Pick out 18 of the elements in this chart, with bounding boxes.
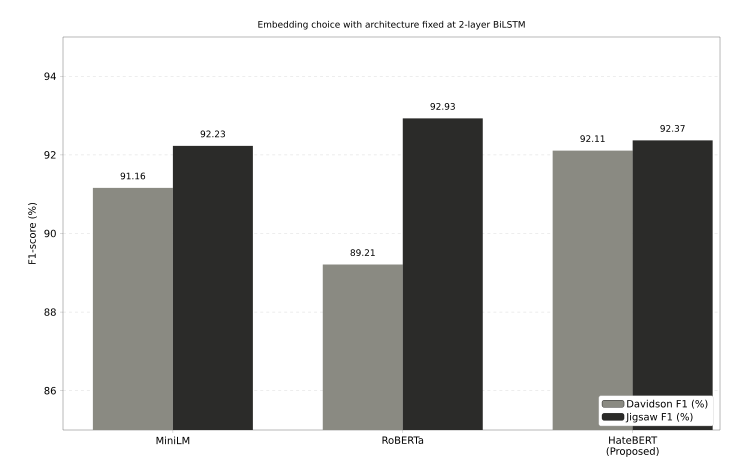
legend-label: Jigsaw F1 (%) xyxy=(626,412,693,422)
y-tick-label: 88 xyxy=(44,308,56,316)
data-label: 92.37 xyxy=(660,125,685,132)
data-label: 89.21 xyxy=(350,249,375,256)
data-label: 91.16 xyxy=(120,172,146,180)
x-tick-label: MiniLM xyxy=(156,436,190,444)
x-tick-label: RoBERTa xyxy=(382,436,424,444)
y-axis-title: F1-score (%) xyxy=(28,202,37,264)
data-label: 92.11 xyxy=(580,135,605,142)
y-tick-label: 90 xyxy=(44,230,56,238)
y-tick-label: 86 xyxy=(44,386,56,394)
y-tick-label: 92 xyxy=(44,151,56,159)
data-label: 92.23 xyxy=(200,130,225,138)
legend-label: Davidson F1 (%) xyxy=(627,400,708,409)
x-tick-label: HateBERT (Proposed) xyxy=(606,436,659,457)
chart-title: Embedding choice with architecture fixed at 2-layer BiLSTM xyxy=(258,20,525,30)
data-label: 92.93 xyxy=(430,103,455,110)
y-tick-label: 94 xyxy=(44,72,56,80)
